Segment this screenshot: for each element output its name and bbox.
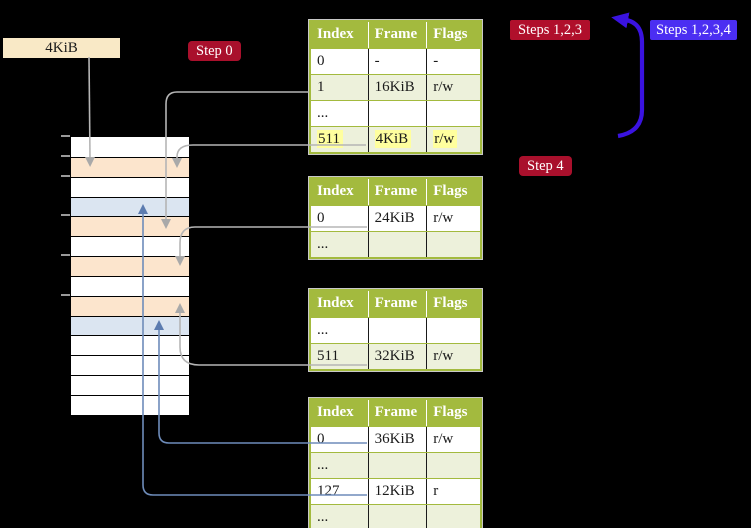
cell-frame: 24KiB	[367, 206, 427, 231]
table-header-row: Index Frame Flags	[311, 291, 480, 317]
cell-frame: 36KiB	[367, 427, 427, 452]
cell-flags	[426, 232, 480, 257]
cell-flags: -	[426, 49, 480, 74]
cell-index: 0	[317, 431, 325, 447]
badge-steps-1-2-3: Steps 1,2,3	[510, 20, 591, 40]
col-header-flags: Flags	[426, 22, 480, 48]
cell-frame	[367, 101, 427, 126]
badge-steps-1-2-3-4: Steps 1,2,3,4	[650, 20, 737, 40]
cell-flags: r/w	[426, 75, 480, 100]
cell-frame	[367, 318, 427, 343]
memory-frame-row	[71, 256, 189, 276]
cell-flags	[426, 318, 480, 343]
page-table-2: Index Frame Flags 0 24KiB r/w ...	[308, 176, 483, 260]
memory-frame-row	[71, 355, 189, 376]
col-header-frame: Frame	[367, 22, 427, 48]
page-table-4: Index Frame Flags 0 36KiB r/w ... 127 12…	[308, 397, 483, 528]
cell-flags: r/w	[426, 127, 480, 152]
table-row: ...	[311, 504, 480, 528]
memory-frame-row	[71, 315, 189, 336]
cell-index: 0	[317, 53, 325, 69]
col-header-frame: Frame	[367, 291, 427, 317]
col-header-flags: Flags	[426, 179, 480, 205]
col-header-frame: Frame	[367, 179, 427, 205]
table-row-highlighted: 511 4KiB r/w	[311, 126, 480, 152]
cell-index: 511	[317, 348, 339, 364]
memory-frame-row	[71, 156, 189, 177]
col-header-index: Index	[317, 183, 354, 199]
cell-index: ...	[317, 236, 329, 252]
memory-frame-row	[71, 196, 189, 217]
cell-index: 511	[311, 127, 368, 152]
col-header-index: Index	[317, 404, 354, 420]
page-table-1: Index Frame Flags 0 - - 1 16KiB r/w ... …	[308, 19, 483, 155]
badge-step-0-label: Step 0	[196, 43, 233, 59]
cell-flags: r/w	[426, 344, 480, 369]
table-row: ...	[311, 100, 480, 126]
memory-address-ticks	[61, 135, 70, 296]
memory-frame-row	[71, 295, 189, 316]
col-header-flags: Flags	[426, 400, 480, 426]
table-row: 0 - -	[311, 48, 480, 74]
cell-frame	[367, 453, 427, 478]
cell-index: ...	[317, 509, 329, 525]
cell-flags	[426, 453, 480, 478]
memory-frame-row	[71, 236, 189, 257]
highlight-text: r/w	[433, 130, 458, 148]
badge-steps-1-2-3-label: Steps 1,2,3	[518, 22, 583, 38]
cell-index: 0	[317, 210, 325, 226]
cell-flags: r	[426, 479, 480, 504]
col-header-index: Index	[317, 295, 354, 311]
table-row: 127 12KiB r	[311, 478, 480, 504]
badge-step-0: Step 0	[188, 41, 241, 61]
memory-frame-row	[71, 275, 189, 296]
cell-flags: r/w	[426, 206, 480, 231]
memory-frame-row	[71, 394, 189, 415]
cell-frame	[367, 232, 427, 257]
cell-flags: r/w	[426, 427, 480, 452]
table-row: 0 36KiB r/w	[311, 426, 480, 452]
cell-frame: 4KiB	[367, 127, 427, 152]
frame-size-label: 4KiB	[45, 40, 78, 56]
cell-frame	[367, 505, 427, 528]
cell-index: ...	[317, 105, 329, 121]
page-table-3: Index Frame Flags ... 511 32KiB r/w	[308, 288, 483, 372]
cell-index: ...	[317, 457, 329, 473]
table-row: 511 32KiB r/w	[311, 343, 480, 369]
table-row: ...	[311, 317, 480, 343]
arrow-loop-back-up	[611, 12, 645, 139]
col-header-flags: Flags	[426, 291, 480, 317]
table-header-row: Index Frame Flags	[311, 22, 480, 48]
cell-flags	[426, 101, 480, 126]
highlight-text: 511	[317, 130, 343, 148]
cell-index: 127	[317, 483, 340, 499]
table-header-row: Index Frame Flags	[311, 400, 480, 426]
cell-flags	[426, 505, 480, 528]
col-header-frame: Frame	[367, 400, 427, 426]
table-row: ...	[311, 452, 480, 478]
cell-index: ...	[317, 322, 329, 338]
cell-frame: 32KiB	[367, 344, 427, 369]
badge-step-4: Step 4	[519, 156, 572, 176]
frame-size-label-box: 4KiB	[3, 38, 120, 58]
cell-index: 1	[317, 79, 325, 95]
table-row: 0 24KiB r/w	[311, 205, 480, 231]
table-row: ...	[311, 231, 480, 257]
physical-memory-column	[70, 136, 190, 416]
table-row: 1 16KiB r/w	[311, 74, 480, 100]
table-header-row: Index Frame Flags	[311, 179, 480, 205]
cell-frame: 16KiB	[367, 75, 427, 100]
memory-frame-row	[71, 216, 189, 237]
highlight-text: 4KiB	[374, 130, 412, 148]
cell-frame: -	[367, 49, 427, 74]
memory-frame-row	[71, 176, 189, 197]
badge-steps-1-2-3-4-label: Steps 1,2,3,4	[656, 22, 731, 38]
col-header-index: Index	[317, 26, 354, 42]
memory-frame-row	[71, 375, 189, 395]
memory-frame-row	[71, 335, 189, 356]
memory-frame-row	[71, 137, 189, 157]
badge-step-4-label: Step 4	[527, 158, 564, 174]
cell-frame: 12KiB	[367, 479, 427, 504]
